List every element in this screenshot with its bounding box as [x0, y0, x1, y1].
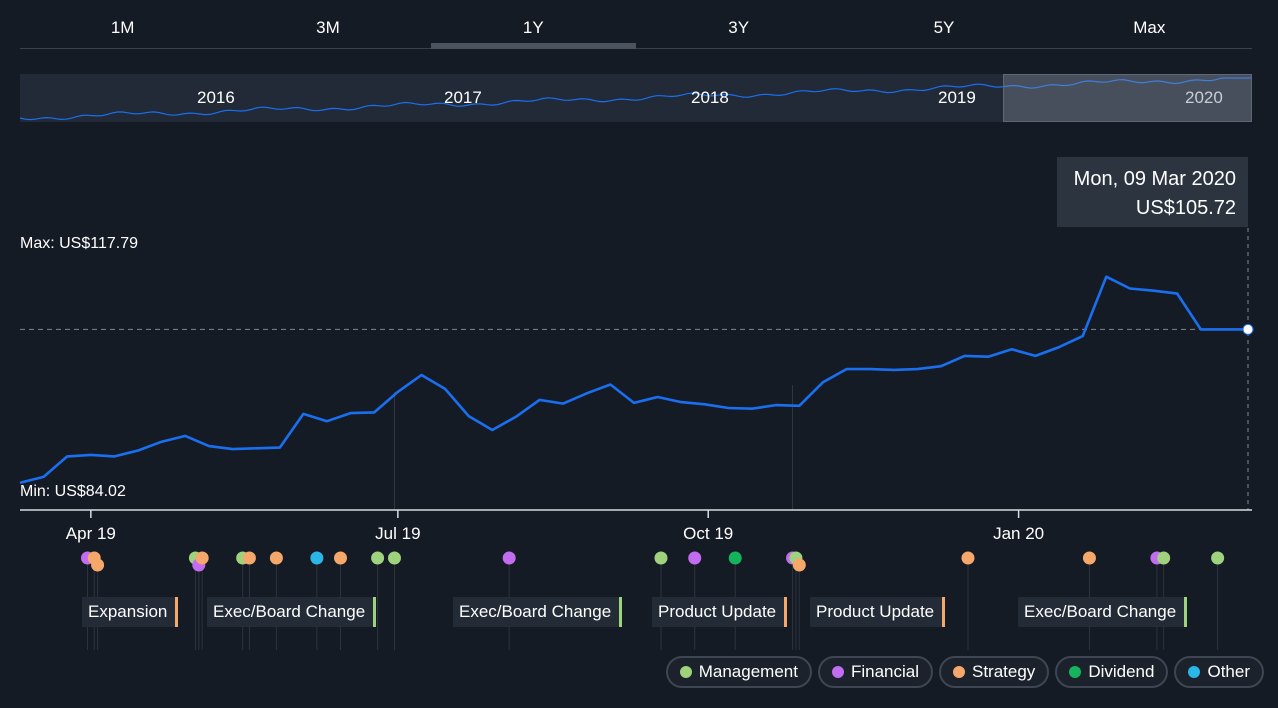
min-label: Min: US$84.02 [20, 483, 126, 500]
event-marker [1082, 551, 1096, 565]
tooltip-date: Mon, 09 Mar 2020 [1073, 168, 1236, 190]
event-legend: Management Financial Strategy Dividend O… [665, 656, 1264, 688]
navigator-year-2018: 2018 [691, 88, 729, 107]
range-tabs: 1M 3M 1Y 3Y 5Y Max [20, 0, 1252, 49]
legend-label: Dividend [1088, 662, 1155, 681]
tab-1m[interactable]: 1M [110, 18, 135, 37]
legend-label: Management [698, 662, 798, 681]
legend-label: Other [1207, 662, 1250, 681]
tab-5y[interactable]: 5Y [933, 18, 955, 37]
legend-dot-icon [1069, 666, 1082, 678]
x-tick-label: Oct 19 [683, 524, 733, 543]
event-marker [371, 551, 385, 565]
event-label-exec-board-change[interactable]: Exec/Board Change [1018, 597, 1188, 627]
navigator-selection-window[interactable] [1003, 74, 1252, 122]
x-tick-label: Apr 19 [66, 524, 116, 543]
event-label-exec-board-change[interactable]: Exec/Board Change [207, 597, 377, 627]
event-marker [728, 551, 742, 565]
current-point [1242, 323, 1254, 335]
event-marker [792, 558, 806, 572]
x-tick-label: Jul 19 [375, 524, 420, 543]
event-label-product-update[interactable]: Product Update [810, 597, 946, 627]
event-marker [688, 551, 702, 565]
navigator-year-2017: 2017 [444, 88, 482, 107]
event-marker [242, 551, 256, 565]
event-marker [269, 551, 283, 565]
legend-strategy[interactable]: Strategy [939, 656, 1050, 688]
event-label-exec-board-change[interactable]: Exec/Board Change [453, 597, 623, 627]
event-marker [333, 551, 347, 565]
legend-financial[interactable]: Financial [817, 656, 933, 688]
event-marker [1211, 551, 1225, 565]
price-tooltip: Mon, 09 Mar 2020 US$105.72 [1057, 157, 1248, 227]
legend-other[interactable]: Other [1174, 656, 1264, 688]
event-marker [195, 551, 209, 565]
navigator-year-2020: 2020 [1185, 88, 1223, 107]
event-marker [654, 551, 668, 565]
tab-1y[interactable]: 1Y [430, 0, 637, 49]
event-label-product-update[interactable]: Product Update [652, 597, 788, 627]
price-chart: Apr 19 Jul 19 Oct 19 Jan 20 [19, 228, 1254, 650]
legend-dot-icon [679, 666, 692, 678]
navigator-year-2016: 2016 [197, 88, 235, 107]
legend-label: Strategy [972, 662, 1036, 681]
tab-max[interactable]: Max [1133, 18, 1166, 37]
tooltip-value: US$105.72 [1135, 197, 1236, 219]
range-navigator[interactable]: 2016 2017 2018 2019 2020 [20, 74, 1252, 122]
legend-label: Financial [850, 662, 919, 681]
legend-dot-icon [953, 666, 965, 678]
legend-dot-icon [831, 666, 844, 678]
price-line [19, 275, 1248, 485]
event-marker [310, 551, 324, 565]
event-label-expansion[interactable]: Expansion [82, 597, 179, 627]
tab-3m[interactable]: 3M [316, 18, 340, 37]
max-label: Max: US$117.79 [20, 235, 138, 252]
navigator-line [20, 77, 1252, 121]
tab-3y[interactable]: 3Y [728, 18, 750, 37]
navigator-sparkline [20, 77, 1252, 121]
legend-dividend[interactable]: Dividend [1055, 656, 1169, 688]
legend-dot-icon [1188, 666, 1201, 678]
x-tick-label: Jan 20 [993, 524, 1044, 543]
legend-management[interactable]: Management [665, 656, 812, 688]
event-marker [961, 551, 975, 565]
event-marker [502, 551, 516, 565]
event-marker [387, 551, 401, 565]
event-marker [1157, 551, 1171, 565]
navigator-year-2019: 2019 [938, 88, 976, 107]
event-marker [91, 558, 105, 572]
